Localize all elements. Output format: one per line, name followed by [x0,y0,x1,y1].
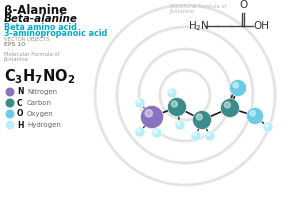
Circle shape [207,133,210,136]
Circle shape [205,131,215,141]
Text: EPS 10: EPS 10 [4,42,25,47]
Circle shape [6,88,14,96]
Text: β-Alanine: β-Alanine [4,57,29,62]
Circle shape [224,102,230,108]
Circle shape [137,129,140,132]
Text: O: O [239,0,247,10]
Circle shape [140,106,164,129]
Text: Carbon: Carbon [27,100,52,106]
Text: OH: OH [253,21,269,31]
Circle shape [193,133,196,136]
Text: $\mathregular{C_3H_7NO_2}$: $\mathregular{C_3H_7NO_2}$ [4,67,75,86]
Text: Structural Formula of: Structural Formula of [170,4,226,9]
Text: Molecular Formula of: Molecular Formula of [4,52,59,57]
Text: Oxygen: Oxygen [27,111,54,117]
Text: Beta-alanine: Beta-alanine [4,14,78,24]
Circle shape [175,120,185,130]
Circle shape [196,114,203,120]
Text: N: N [17,88,23,97]
Circle shape [167,98,187,116]
Circle shape [137,100,140,103]
Circle shape [220,98,239,117]
Text: Beta amino acid: Beta amino acid [4,23,77,32]
Circle shape [191,131,201,141]
Circle shape [145,110,152,117]
Circle shape [135,98,145,108]
Circle shape [233,83,238,88]
Circle shape [152,128,162,138]
Circle shape [230,79,247,97]
Circle shape [177,122,180,125]
Circle shape [135,127,145,137]
Circle shape [169,90,172,93]
Circle shape [193,110,211,130]
Text: $\mathregular{H_2N}$: $\mathregular{H_2N}$ [188,19,210,33]
Text: 3-aminopropanoic acid: 3-aminopropanoic acid [4,29,107,38]
Circle shape [167,88,177,98]
Text: C: C [17,98,22,108]
Circle shape [247,108,263,124]
Circle shape [263,122,273,132]
Circle shape [265,124,268,127]
Text: O: O [17,110,23,118]
Text: Hydrogen: Hydrogen [27,122,61,128]
Text: Nitrogen: Nitrogen [27,89,57,95]
Text: VECTOR OBJECTS: VECTOR OBJECTS [4,37,50,42]
Text: β-Alanine: β-Alanine [170,9,195,14]
Text: H: H [17,120,23,130]
Circle shape [6,110,14,118]
Circle shape [6,99,14,107]
Text: β-Alanine: β-Alanine [4,4,67,17]
Circle shape [6,121,14,129]
Circle shape [250,111,255,116]
Circle shape [171,101,177,107]
Circle shape [154,130,157,133]
